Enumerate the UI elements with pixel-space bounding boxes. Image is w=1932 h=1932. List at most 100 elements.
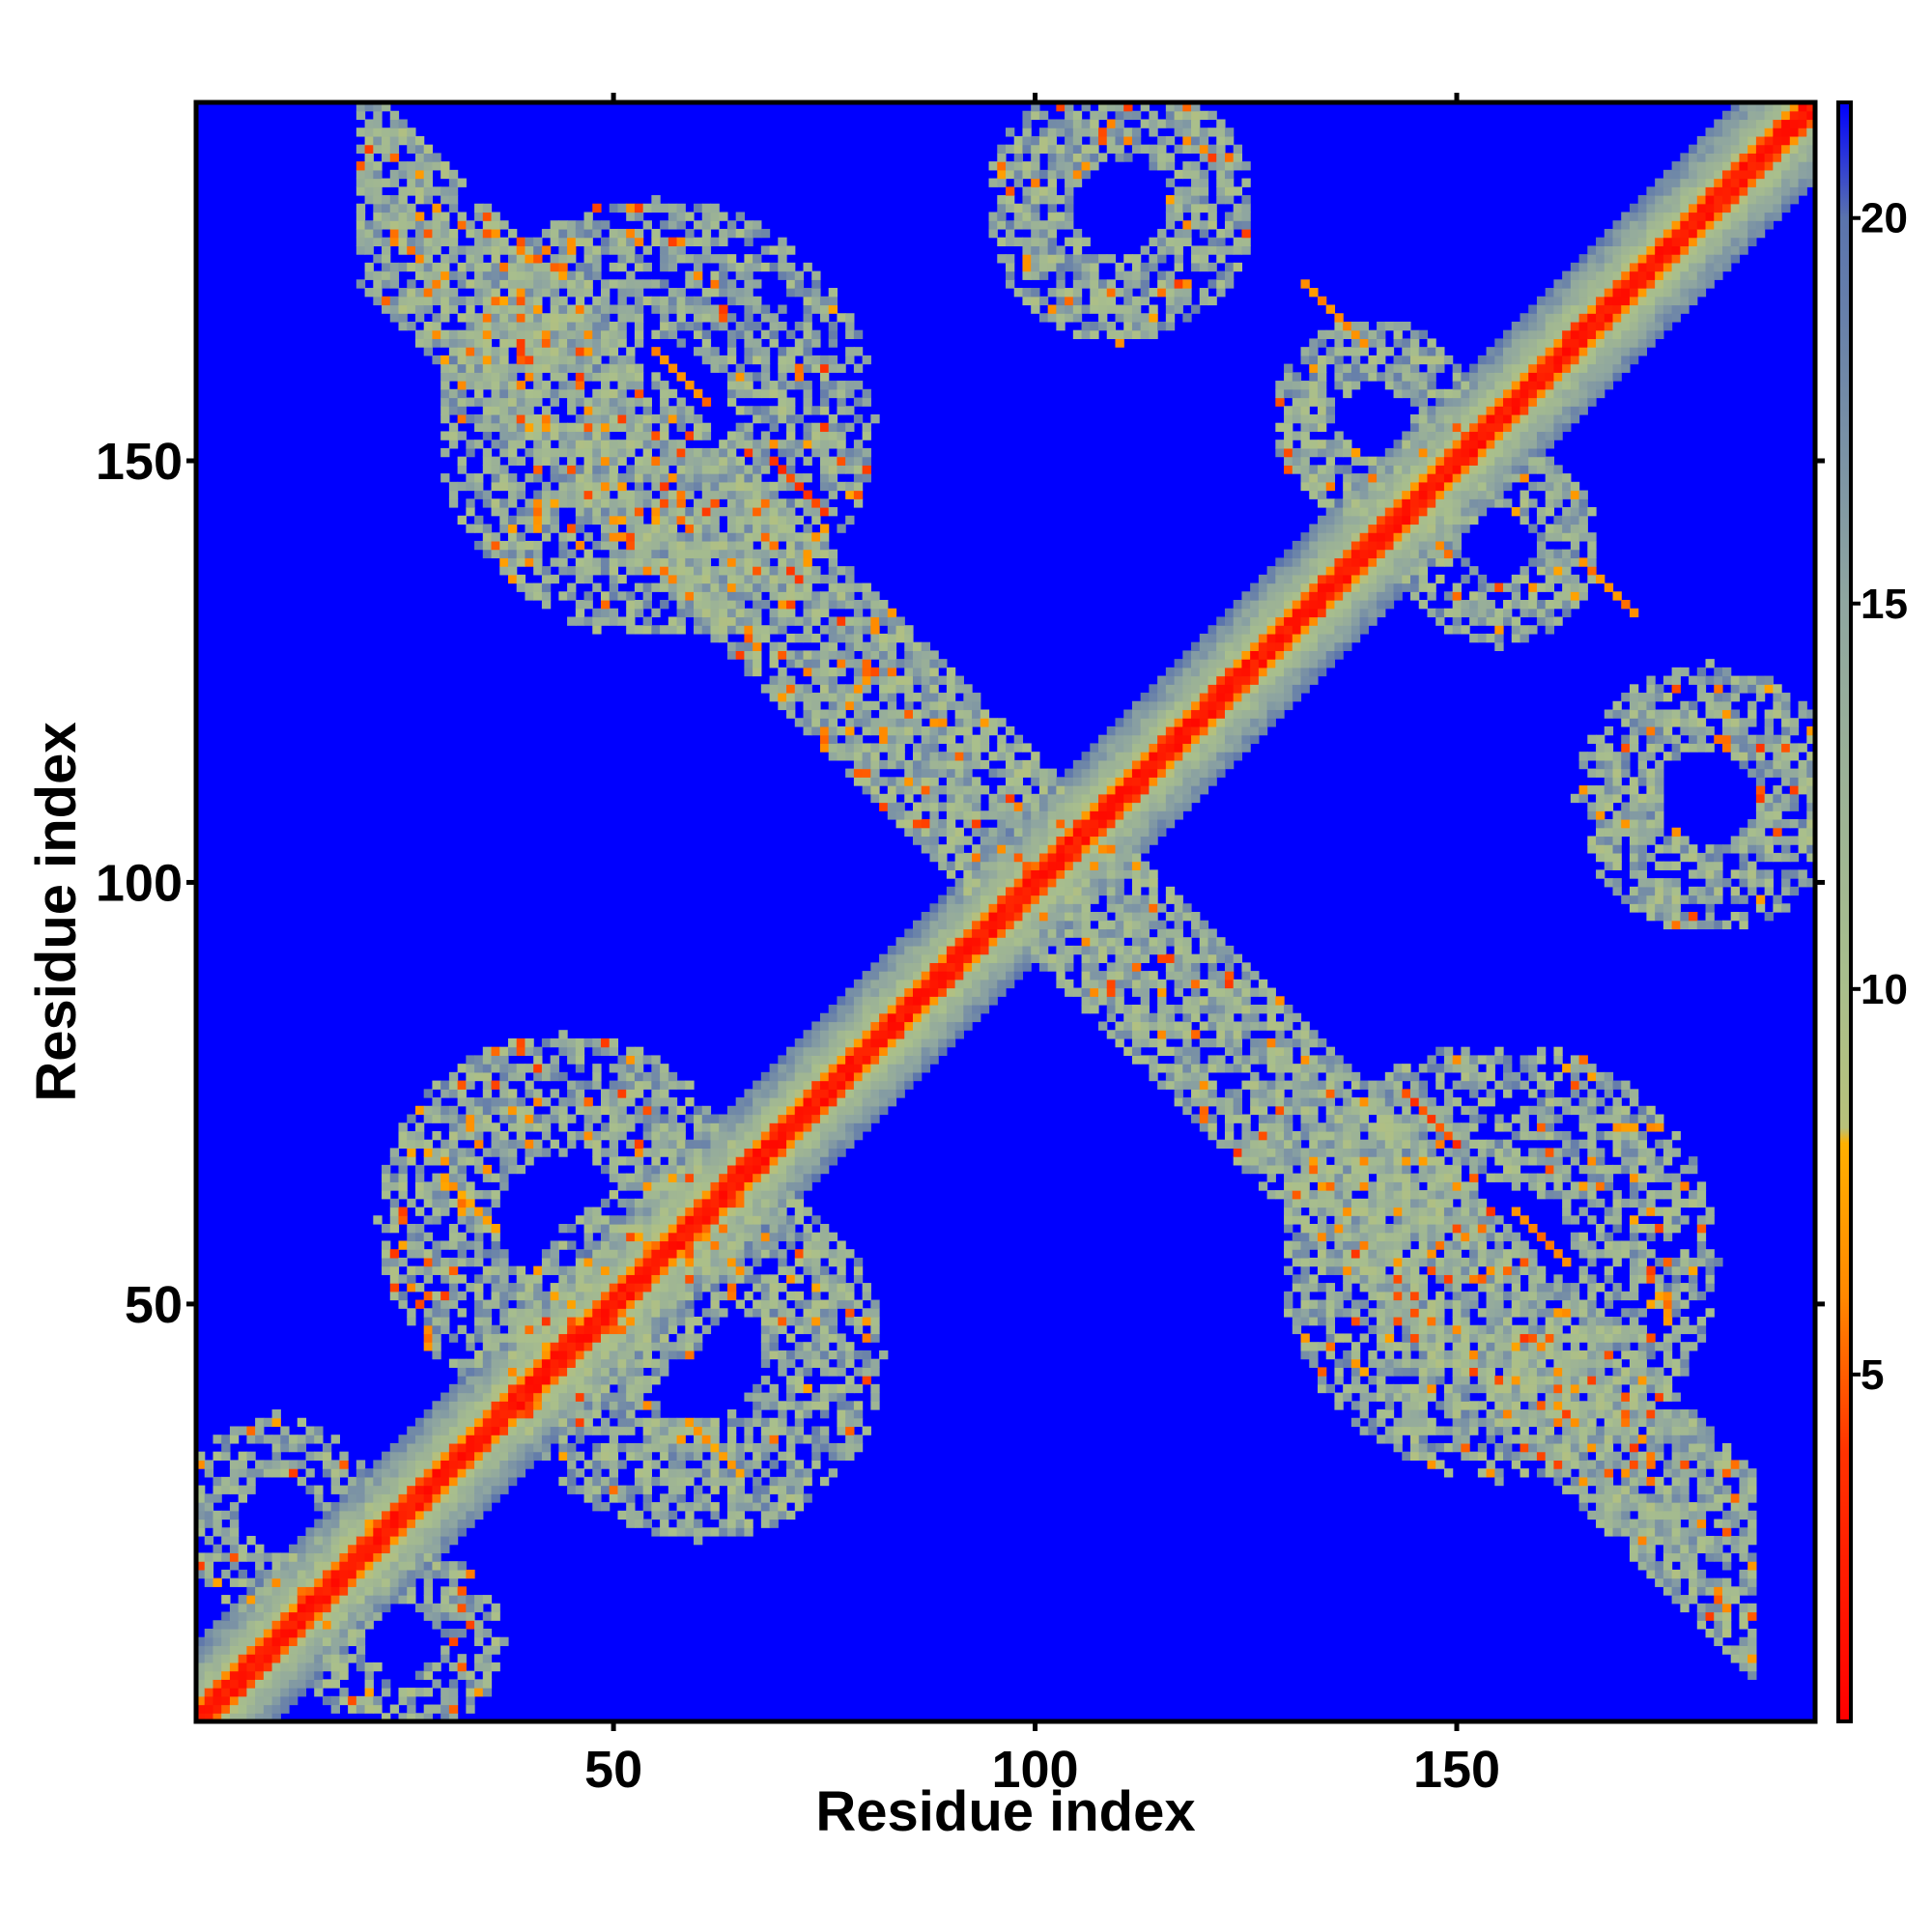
heatmap-cell xyxy=(617,490,627,499)
heatmap-cell xyxy=(651,540,661,551)
heatmap-cell xyxy=(769,1350,779,1360)
heatmap-cell xyxy=(626,254,636,264)
heatmap-cell xyxy=(651,203,661,213)
heatmap-cell xyxy=(837,1089,846,1098)
heatmap-cell xyxy=(533,321,543,331)
heatmap-cell xyxy=(811,700,821,711)
heatmap-cell xyxy=(676,397,686,407)
heatmap-cell xyxy=(221,1688,231,1697)
heatmap-cell xyxy=(583,1299,593,1309)
heatmap-cell xyxy=(694,388,703,399)
heatmap-cell xyxy=(398,1510,408,1520)
heatmap-cell xyxy=(440,1291,450,1301)
heatmap-cell xyxy=(862,709,871,719)
heatmap-cell xyxy=(289,1595,298,1605)
heatmap-cell xyxy=(803,1173,812,1182)
heatmap-cell xyxy=(398,1173,408,1182)
heatmap-cell xyxy=(626,507,636,517)
heatmap-cell xyxy=(744,1148,753,1157)
heatmap-cell xyxy=(828,1046,838,1056)
heatmap-cell xyxy=(457,1476,467,1487)
heatmap-cell xyxy=(491,1122,500,1132)
heatmap-cell xyxy=(289,1435,298,1444)
heatmap-cell xyxy=(432,1333,441,1343)
heatmap-cell xyxy=(710,1173,720,1182)
heatmap-cell xyxy=(753,1451,762,1461)
heatmap-cell xyxy=(271,1611,281,1621)
heatmap-cell xyxy=(753,1207,762,1216)
heatmap-cell xyxy=(507,245,518,255)
heatmap-cell xyxy=(423,228,434,239)
heatmap-cell xyxy=(516,296,526,306)
heatmap-cell xyxy=(642,1274,652,1284)
heatmap-cell xyxy=(845,388,855,399)
heatmap-cell xyxy=(541,321,552,331)
heatmap-cell xyxy=(541,313,552,323)
heatmap-cell xyxy=(213,1519,222,1528)
heatmap-cell xyxy=(828,288,838,298)
heatmap-cell xyxy=(685,1257,695,1267)
heatmap-cell xyxy=(575,616,585,626)
heatmap-cell xyxy=(457,1468,467,1478)
heatmap-cell xyxy=(575,431,585,440)
heatmap-cell xyxy=(642,1249,652,1259)
heatmap-cell xyxy=(701,1156,712,1166)
heatmap-cell xyxy=(440,212,450,221)
heatmap-cell xyxy=(339,1527,349,1537)
heatmap-cell xyxy=(601,1198,611,1208)
heatmap-cell xyxy=(676,498,686,508)
heatmap-cell xyxy=(819,431,830,440)
heatmap-cell xyxy=(583,490,593,499)
heatmap-cell xyxy=(694,566,703,576)
heatmap-cell xyxy=(786,245,796,255)
heatmap-cell xyxy=(685,1417,695,1428)
heatmap-cell xyxy=(541,381,552,390)
heatmap-cell xyxy=(221,1704,231,1714)
heatmap-cell xyxy=(609,591,619,601)
heatmap-cell xyxy=(753,304,762,314)
heatmap-cell xyxy=(229,1435,240,1444)
heatmap-cell xyxy=(617,288,627,298)
heatmap-cell xyxy=(694,304,703,314)
heatmap-cell xyxy=(229,1535,240,1546)
heatmap-cell xyxy=(726,1240,737,1250)
heatmap-cell xyxy=(423,1662,434,1672)
heatmap-cell xyxy=(499,1291,509,1301)
heatmap-cell xyxy=(803,1493,812,1503)
heatmap-cell xyxy=(432,1207,441,1216)
heatmap-cell xyxy=(440,237,450,246)
heatmap-cell xyxy=(474,1283,484,1293)
heatmap-cell xyxy=(423,1476,434,1487)
heatmap-cell xyxy=(760,1148,771,1157)
heatmap-cell xyxy=(567,355,577,365)
heatmap-cell xyxy=(297,1654,307,1663)
heatmap-cell xyxy=(448,203,459,213)
heatmap-cell xyxy=(440,1207,450,1216)
heatmap-cell xyxy=(558,1071,568,1082)
heatmap-cell xyxy=(828,557,838,567)
heatmap-cell xyxy=(533,1139,543,1150)
heatmap-cell xyxy=(389,1502,400,1512)
heatmap-cell xyxy=(592,1105,602,1116)
heatmap-cell xyxy=(694,422,703,433)
heatmap-cell xyxy=(499,372,509,382)
heatmap-cell xyxy=(382,1223,391,1234)
heatmap-cell xyxy=(634,1181,644,1191)
heatmap-cell xyxy=(828,1030,838,1039)
heatmap-cell xyxy=(221,1535,231,1546)
heatmap-cell xyxy=(735,1122,745,1132)
heatmap-cell xyxy=(626,447,636,458)
heatmap-cell xyxy=(448,1358,459,1368)
heatmap-cell xyxy=(845,313,855,323)
heatmap-cell xyxy=(204,1493,214,1503)
heatmap-cell xyxy=(398,195,408,205)
heatmap-cell xyxy=(853,1324,864,1335)
heatmap-cell xyxy=(482,498,493,508)
heatmap-cell xyxy=(760,1442,771,1453)
heatmap-cell xyxy=(499,1485,509,1494)
heatmap-cell xyxy=(760,447,771,458)
heatmap-cell xyxy=(845,1114,855,1123)
heatmap-cell xyxy=(811,1097,821,1107)
heatmap-cell xyxy=(634,296,644,306)
